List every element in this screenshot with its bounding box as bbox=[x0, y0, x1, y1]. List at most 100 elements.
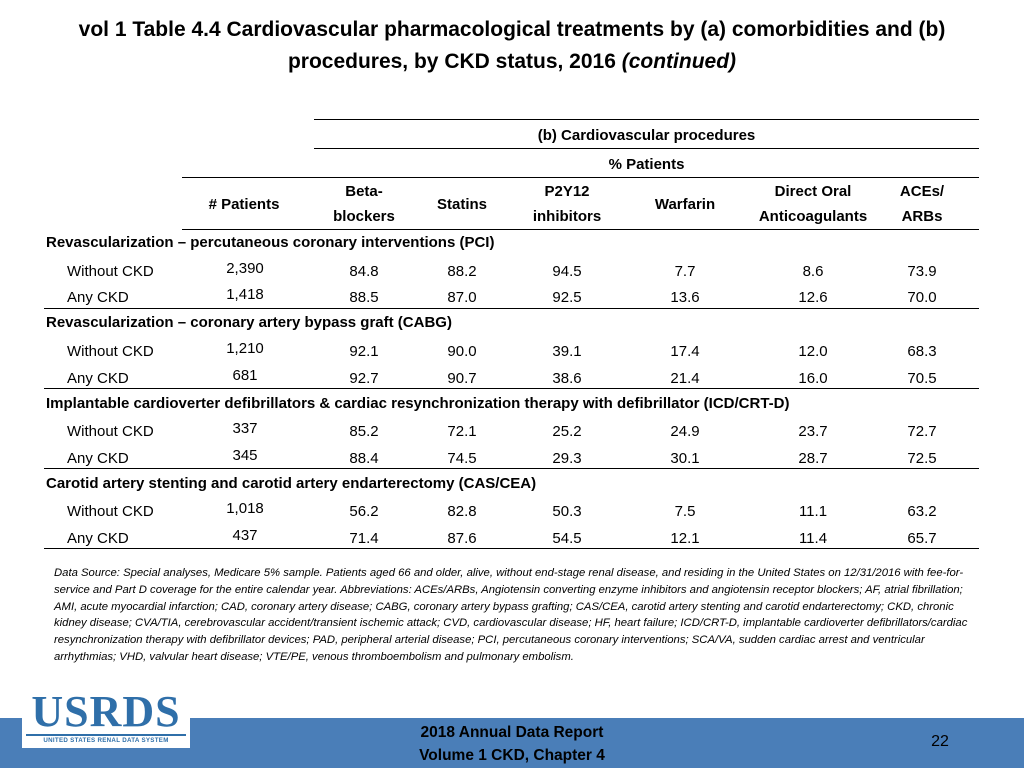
cell-p2y12: 25.2 bbox=[552, 423, 582, 440]
cell-p2y12: 39.1 bbox=[552, 343, 582, 360]
cell-patients: 437 bbox=[232, 527, 258, 544]
logo-subtext: UNITED STATES RENAL DATA SYSTEM bbox=[43, 737, 169, 744]
cell-ace: 68.3 bbox=[907, 343, 937, 360]
cell-statins: 87.6 bbox=[447, 530, 477, 547]
title-continued: (continued) bbox=[621, 50, 737, 73]
cell-warfarin: 21.4 bbox=[670, 370, 700, 387]
cell-warfarin: 13.6 bbox=[670, 289, 700, 306]
page-title: vol 1 Table 4.4 Cardiovascular pharmacol… bbox=[30, 14, 994, 78]
cell-beta: 92.1 bbox=[349, 343, 379, 360]
row-label: Without CKD bbox=[67, 423, 154, 440]
report-line2: Volume 1 CKD, Chapter 4 bbox=[419, 747, 605, 764]
header-rule-columns bbox=[182, 177, 979, 178]
logo-text: USRDS bbox=[31, 687, 181, 736]
cell-beta: 85.2 bbox=[349, 423, 379, 440]
cell-beta: 56.2 bbox=[349, 503, 379, 520]
col-header-doac-line1: Direct Oral bbox=[774, 183, 852, 200]
cell-beta: 88.4 bbox=[349, 450, 379, 467]
cell-warfarin: 7.5 bbox=[674, 503, 696, 520]
cell-warfarin: 7.7 bbox=[674, 263, 696, 280]
cell-warfarin: 17.4 bbox=[670, 343, 700, 360]
col-header-patients: # Patients bbox=[208, 196, 280, 213]
cell-ace: 70.0 bbox=[907, 289, 937, 306]
cell-ace: 72.5 bbox=[907, 450, 937, 467]
col-header-beta-line1: Beta- bbox=[345, 183, 383, 200]
cell-ace: 70.5 bbox=[907, 370, 937, 387]
cell-patients: 1,018 bbox=[226, 500, 264, 517]
group-title: Implantable cardioverter defibrillators … bbox=[46, 395, 790, 412]
col-header-warfarin: Warfarin bbox=[654, 196, 716, 213]
section-header: (b) Cardiovascular procedures bbox=[537, 127, 756, 144]
cell-p2y12: 54.5 bbox=[552, 530, 582, 547]
col-header-beta-line2: blockers bbox=[333, 208, 395, 225]
col-header-ace-line2: ARBs bbox=[901, 208, 943, 225]
cell-patients: 1,210 bbox=[226, 340, 264, 357]
row-label: Any CKD bbox=[67, 450, 129, 467]
col-header-p2y12-line1: P2Y12 bbox=[544, 183, 590, 200]
col-header-doac-line2: Anticoagulants bbox=[758, 208, 868, 225]
cell-doac: 16.0 bbox=[798, 370, 828, 387]
cell-beta: 71.4 bbox=[349, 530, 379, 547]
cell-patients: 2,390 bbox=[226, 260, 264, 277]
title-main: vol 1 Table 4.4 Cardiovascular pharmacol… bbox=[78, 18, 946, 73]
row-label: Without CKD bbox=[67, 503, 154, 520]
cell-beta: 84.8 bbox=[349, 263, 379, 280]
footnote: Data Source: Special analyses, Medicare … bbox=[54, 567, 968, 663]
header-rule-bottom bbox=[182, 229, 979, 230]
cell-doac: 8.6 bbox=[802, 263, 824, 280]
cell-doac: 23.7 bbox=[798, 423, 828, 440]
cell-warfarin: 24.9 bbox=[670, 423, 700, 440]
report-line1: 2018 Annual Data Report bbox=[420, 724, 604, 741]
row-label: Any CKD bbox=[67, 530, 129, 547]
percent-header: % Patients bbox=[608, 156, 685, 173]
cell-ace: 63.2 bbox=[907, 503, 937, 520]
cell-doac: 28.7 bbox=[798, 450, 828, 467]
cell-doac: 12.6 bbox=[798, 289, 828, 306]
logo-rule bbox=[26, 734, 186, 736]
cell-p2y12: 38.6 bbox=[552, 370, 582, 387]
group-title: Revascularization – percutaneous coronar… bbox=[46, 234, 495, 251]
cell-warfarin: 30.1 bbox=[670, 450, 700, 467]
cell-ace: 65.7 bbox=[907, 530, 937, 547]
header-rule-top bbox=[314, 119, 979, 120]
cell-patients: 345 bbox=[232, 447, 258, 464]
col-header-statins: Statins bbox=[436, 196, 487, 213]
cell-p2y12: 94.5 bbox=[552, 263, 582, 280]
cell-p2y12: 50.3 bbox=[552, 503, 582, 520]
cell-ace: 73.9 bbox=[907, 263, 937, 280]
cell-ace: 72.7 bbox=[907, 423, 937, 440]
row-label: Without CKD bbox=[67, 263, 154, 280]
cell-warfarin: 12.1 bbox=[670, 530, 700, 547]
cell-patients: 1,418 bbox=[226, 286, 264, 303]
table-bottom-rule bbox=[44, 548, 979, 549]
usrds-logo: USRDS UNITED STATES RENAL DATA SYSTEM bbox=[22, 690, 190, 748]
col-header-ace-line1: ACEs/ bbox=[899, 183, 945, 200]
cell-p2y12: 29.3 bbox=[552, 450, 582, 467]
group-divider bbox=[44, 388, 979, 389]
cell-p2y12: 92.5 bbox=[552, 289, 582, 306]
cell-patients: 337 bbox=[232, 420, 258, 437]
group-title: Carotid artery stenting and carotid arte… bbox=[46, 475, 537, 492]
group-title: Revascularization – coronary artery bypa… bbox=[46, 314, 452, 331]
page-number: 22 bbox=[931, 733, 949, 750]
header-rule-middle bbox=[314, 148, 979, 149]
group-divider bbox=[44, 468, 979, 469]
cell-statins: 90.7 bbox=[447, 370, 477, 387]
cell-statins: 88.2 bbox=[447, 263, 477, 280]
cell-statins: 82.8 bbox=[447, 503, 477, 520]
cell-beta: 92.7 bbox=[349, 370, 379, 387]
cell-beta: 88.5 bbox=[349, 289, 379, 306]
group-divider bbox=[44, 308, 979, 309]
row-label: Without CKD bbox=[67, 343, 154, 360]
cell-doac: 11.1 bbox=[798, 503, 828, 520]
col-header-p2y12-line2: inhibitors bbox=[532, 208, 602, 225]
cell-patients: 681 bbox=[232, 367, 258, 384]
row-label: Any CKD bbox=[67, 370, 129, 387]
cell-statins: 72.1 bbox=[447, 423, 477, 440]
cell-doac: 11.4 bbox=[798, 530, 828, 547]
report-title: 2018 Annual Data Report Volume 1 CKD, Ch… bbox=[312, 721, 712, 767]
cell-doac: 12.0 bbox=[798, 343, 828, 360]
cell-statins: 74.5 bbox=[447, 450, 477, 467]
cell-statins: 90.0 bbox=[447, 343, 477, 360]
cell-statins: 87.0 bbox=[447, 289, 477, 306]
